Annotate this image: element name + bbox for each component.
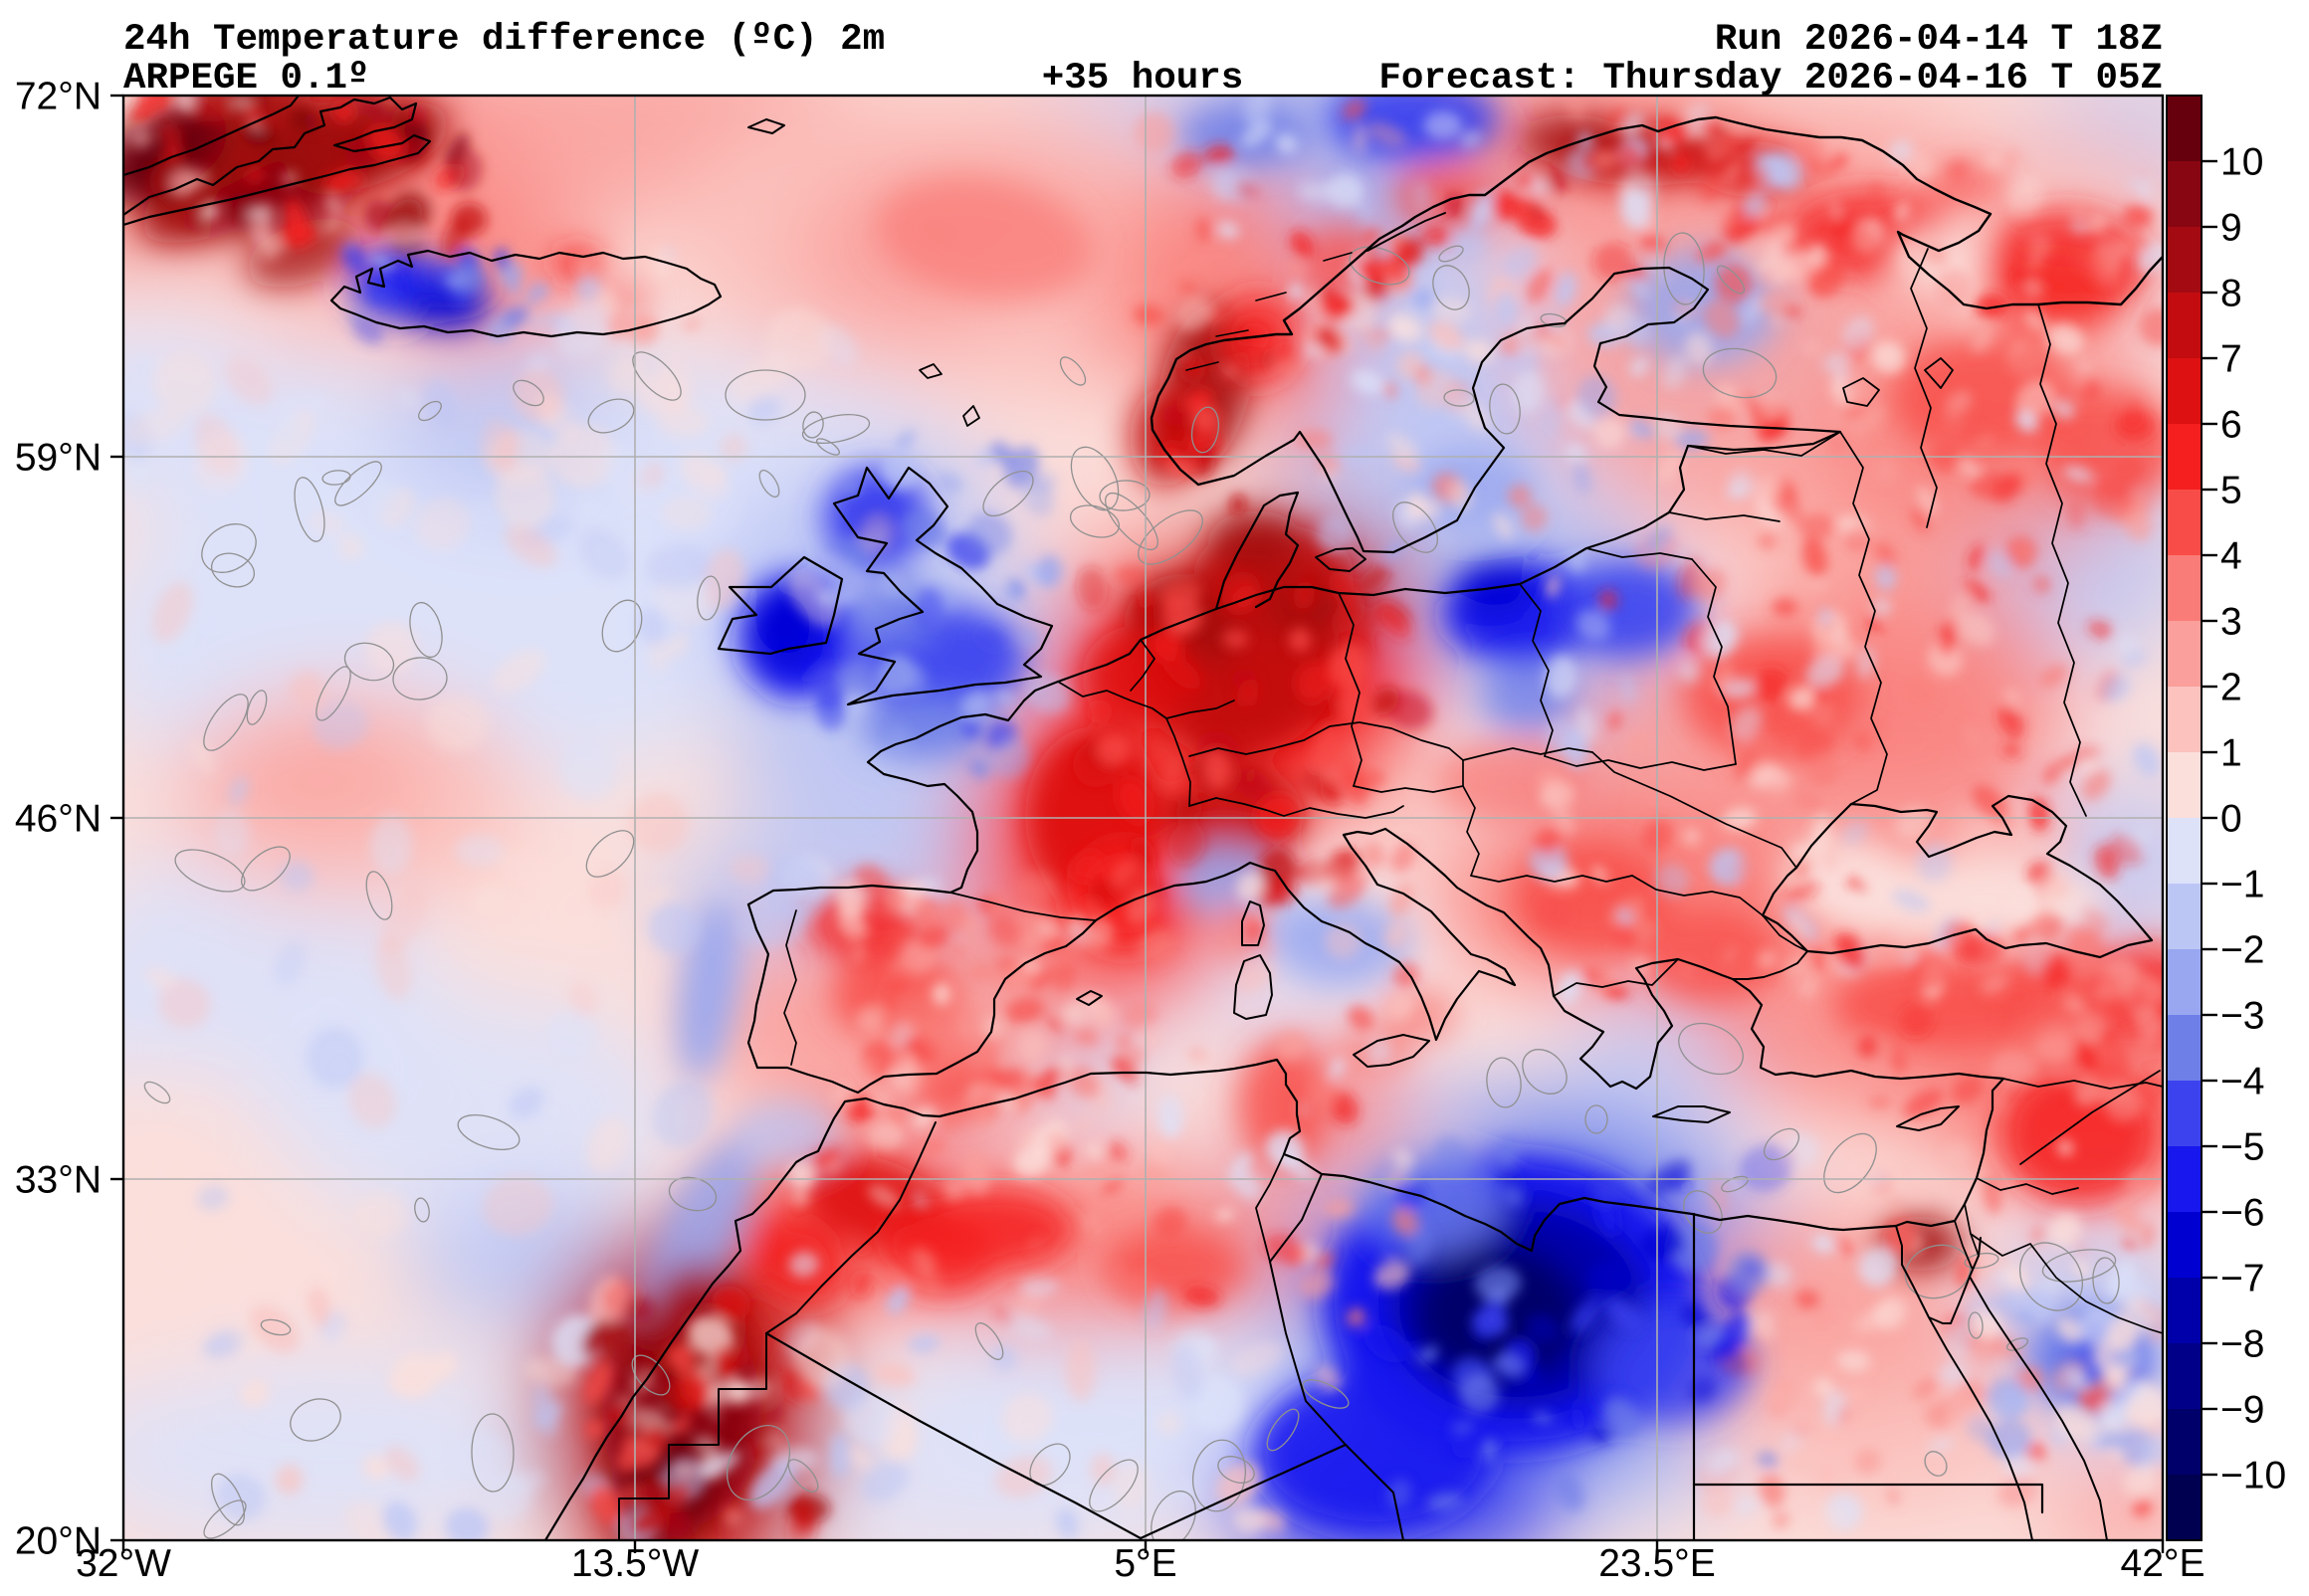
svg-text:42°E: 42°E xyxy=(2121,1542,2205,1585)
svg-text:0: 0 xyxy=(2220,798,2242,841)
svg-text:1: 1 xyxy=(2220,732,2242,775)
svg-text:32°W: 32°W xyxy=(76,1542,171,1585)
svg-text:59°N: 59°N xyxy=(15,437,102,480)
svg-text:−2: −2 xyxy=(2220,929,2264,972)
svg-text:−1: −1 xyxy=(2220,864,2264,906)
svg-text:33°N: 33°N xyxy=(15,1159,102,1202)
svg-text:−10: −10 xyxy=(2220,1455,2286,1497)
svg-text:Run 2026-04-14 T 18Z: Run 2026-04-14 T 18Z xyxy=(1715,19,2163,61)
svg-text:2: 2 xyxy=(2220,667,2242,709)
svg-text:3: 3 xyxy=(2220,601,2242,644)
svg-text:ARPEGE 0.1º: ARPEGE 0.1º xyxy=(123,58,370,100)
svg-text:23.5°E: 23.5°E xyxy=(1598,1542,1716,1585)
svg-text:+35 hours: +35 hours xyxy=(1042,58,1244,100)
svg-text:4: 4 xyxy=(2220,535,2242,578)
svg-text:9: 9 xyxy=(2220,207,2242,250)
svg-text:24h Temperature difference (ºC: 24h Temperature difference (ºC) 2m xyxy=(123,19,885,61)
svg-text:6: 6 xyxy=(2220,404,2242,447)
svg-text:Forecast: Thursday 2026-04-16: Forecast: Thursday 2026-04-16 T 05Z xyxy=(1378,58,2163,100)
svg-text:−3: −3 xyxy=(2220,995,2264,1038)
svg-text:13.5°W: 13.5°W xyxy=(571,1542,700,1585)
svg-text:−5: −5 xyxy=(2220,1126,2264,1169)
svg-text:−4: −4 xyxy=(2220,1061,2264,1103)
svg-text:10: 10 xyxy=(2220,141,2263,184)
svg-text:72°N: 72°N xyxy=(15,76,102,118)
svg-text:8: 8 xyxy=(2220,273,2242,315)
svg-text:−7: −7 xyxy=(2220,1258,2264,1300)
svg-text:20°N: 20°N xyxy=(15,1520,102,1563)
svg-text:7: 7 xyxy=(2220,338,2242,381)
svg-text:46°N: 46°N xyxy=(15,798,102,841)
svg-text:−6: −6 xyxy=(2220,1192,2264,1235)
svg-text:5: 5 xyxy=(2220,470,2242,512)
svg-text:−8: −8 xyxy=(2220,1323,2264,1366)
svg-text:5°E: 5°E xyxy=(1114,1542,1176,1585)
svg-text:−9: −9 xyxy=(2220,1389,2264,1432)
